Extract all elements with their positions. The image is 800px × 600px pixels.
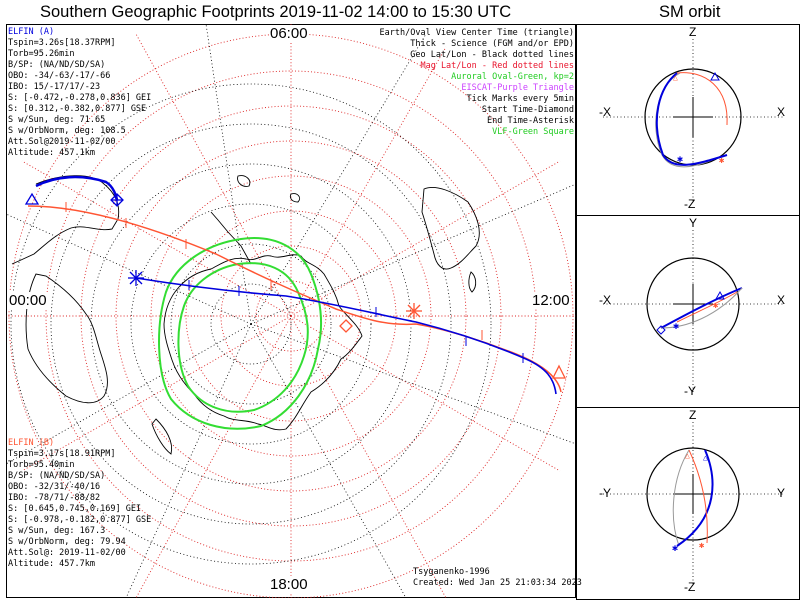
svg-text:✱: ✱ [672,543,678,554]
sm-orbit-title: SM orbit [659,3,721,21]
panel-1-left: -X [599,105,611,119]
elfin-a-ticks [188,280,524,363]
elfin-a-line: S: [-0.472,-0.278,0.836] GEI [8,93,152,103]
map-title: Southern Geographic Footprints 2019-11-0… [40,3,512,21]
view-triangle-a [24,192,40,205]
created-label: Created: Wed Jan 25 21:03:34 2023 [413,578,582,588]
view-triangle-b [551,364,567,379]
legend-entry-2: Geo Lat/Lon - Black dotted lines [410,50,574,60]
auroral-oval [158,237,323,430]
islands-coast [237,175,301,203]
sm-panel-2-plot: ✱ ✱ [603,230,783,394]
elfin-b-line: B/SP: (NA/ND/SD/SA) [8,471,106,481]
elfin-b-line: Tspin=3.17s[18.91RPM] [8,449,116,459]
elfin-a-track [35,175,557,395]
clock-label-bottom: 18:00 [269,576,309,593]
sm-panel-3-plot: △ △ ✱ ✱ [603,422,783,586]
sm-panel-1-plot: △ ✱ ✱ [603,39,783,203]
end-asterisk-b [406,303,422,319]
peninsula-coast [210,211,252,265]
geo-lon-lines [6,24,576,598]
clock-label-right: 12:00 [531,292,571,309]
panel-2-bottom: -Y [684,384,696,398]
panel-3-bottom: -Z [684,580,696,594]
elfin-a-line: Tspin=3.26s[18.37RPM] [8,38,116,48]
legend-entry-4: Auroral Oval-Green, kp=2 [451,72,574,82]
new-zealand-coast [151,418,173,455]
panel-1-bottom: -Z [684,197,696,211]
elfin-a-line: B/SP: (NA/ND/SD/SA) [8,60,106,70]
footprint-map[interactable] [6,24,576,598]
elfin-b-line: IBO: -78/71/-88/82 [8,493,101,503]
elfin-b-line: S w/Sun, deg: 167.3 [8,526,106,536]
elfin-b-line: Altitude: 457.7km [8,559,95,569]
clock-label-left: 00:00 [8,292,48,309]
legend-entry-6: Tick Marks every 5min [466,94,574,104]
sm-panel-3: △ △ ✱ ✱ Z -Z -Y Y [576,408,800,600]
madagascar-coast [468,271,477,293]
svg-text:✱: ✱ [677,154,683,165]
start-diamond-a [110,193,124,207]
legend-entry-7: Start Time-Diamond [481,105,574,115]
africa-coast [421,187,480,270]
elfin-b-info: ELFIN (B) Tspin=3.17s[18.91RPM] Torb=95.… [8,438,151,570]
mag-lon-lines [6,24,576,598]
legend-entry-9: VLF-Green Square [492,127,574,137]
legend-entry-0: Earth/Oval View Center Time (triangle) [379,28,574,38]
legend-entry-8: End Time-Asterisk [487,116,574,126]
panel-2-left: -X [599,293,611,307]
panel-3-right: Y [777,486,786,500]
elfin-b-line: Torb=95.40min [8,460,75,470]
svg-text:✱: ✱ [713,301,719,311]
elfin-a-line: S w/OrbNorm, deg: 108.5 [8,126,126,136]
panel-1-top: Z [689,25,697,39]
panel-2-top: Y [689,216,698,230]
svg-text:△: △ [673,73,678,82]
australia-coast [25,273,108,404]
start-diamond-b [339,319,353,333]
elfin-a-line: OBO: -34/-63/-17/-66 [8,71,111,81]
panel-3-top: Z [689,408,697,422]
svg-text:✱: ✱ [719,156,725,166]
legend: Earth/Oval View Center Time (triangle) T… [354,28,574,138]
svg-text:✱: ✱ [699,541,705,551]
legend-entry-3: Mag Lat/Lon - Red dotted lines [420,61,574,71]
elfin-b-line: S: [0.645,0.745,0.169] GEI [8,504,142,514]
legend-entry-1: Thick - Science (FGM and/or EPD) [410,39,574,49]
elfin-a-line: Torb=95.26min [8,49,75,59]
elfin-a-line: IBO: 15/-17/17/-23 [8,82,101,92]
panel-2-right: X [777,293,786,307]
elfin-b-name: ELFIN (B) [8,438,55,448]
svg-text:✱: ✱ [673,321,679,332]
legend-entry-5: EISCAT-Purple Triangle [461,83,574,93]
end-asterisk-a [128,270,144,286]
elfin-b-ticks [65,202,483,340]
panel-1-right: X [777,105,786,119]
elfin-b-line: OBO: -32/31/-40/16 [8,482,101,492]
sm-panel-2: ✱ ✱ Y -Y -X X [576,216,800,408]
svg-text:△: △ [685,451,690,460]
sm-panel-1: △ ✱ ✱ Z -Z -X X [576,24,800,216]
clock-label-top: 06:00 [269,25,309,42]
model-label: Tsyganenko-1996 [413,567,490,577]
elfin-a-line: S w/Sun, deg: 71.65 [8,115,106,125]
panel-3-left: -Y [599,486,611,500]
elfin-b-line: S: [-0.978,-0.182,0.877] GSE [8,515,152,525]
elfin-a-info: ELFIN (A) Tspin=3.26s[18.37RPM] Torb=95.… [8,27,151,159]
elfin-a-line: Att.Sol@2019-11-02/00 [8,137,116,147]
elfin-a-name: ELFIN (A) [8,27,55,37]
elfin-b-line: S w/OrbNorm, deg: 79.94 [8,537,126,547]
antarctica-coastline [163,254,363,431]
elfin-b-line: Att.Sol@: 2019-11-02/00 [8,548,126,558]
elfin-a-line: Altitude: 457.1km [8,148,95,158]
elfin-a-line: S: [0.312,-0.382,0.877] GSE [8,104,147,114]
svg-text:△: △ [703,453,708,462]
elfin-b-track [27,205,562,393]
